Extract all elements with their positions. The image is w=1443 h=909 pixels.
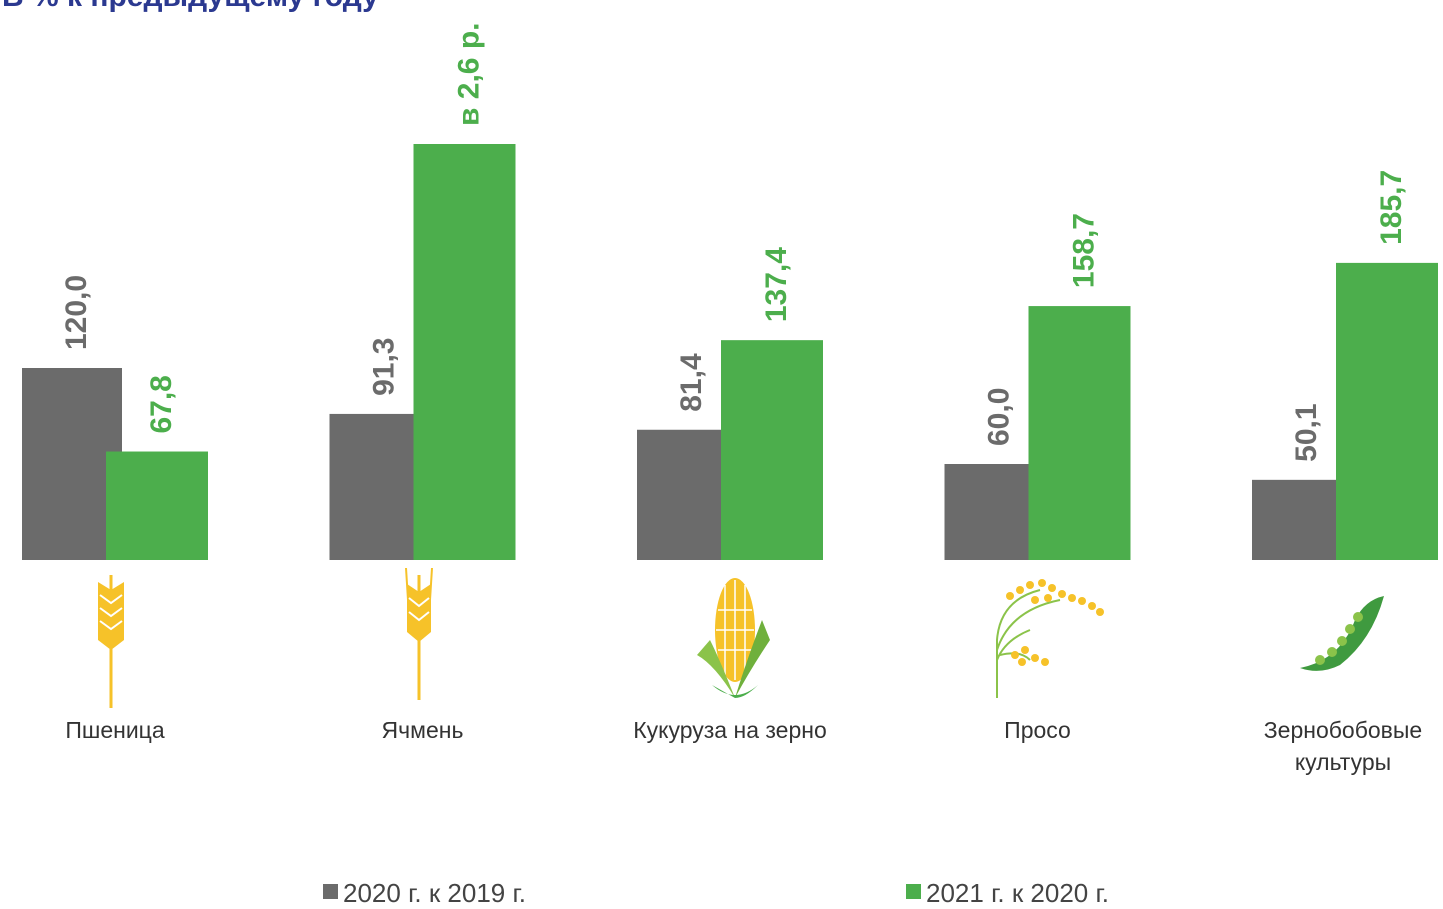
legend-label: 2020 г. к 2019 г. <box>343 878 526 908</box>
wheat-icon <box>98 575 124 708</box>
bar <box>106 451 208 560</box>
pea-icon <box>1300 596 1384 671</box>
data-label: 81,4 <box>675 353 708 412</box>
bar <box>1336 262 1438 560</box>
icons <box>98 567 1384 708</box>
bar <box>22 368 122 560</box>
bar <box>1252 479 1352 560</box>
data-label: 60,0 <box>983 388 1016 446</box>
x-tick-label: Ячмень <box>382 717 464 743</box>
x-tick-label: Зернобобовые культуры <box>1264 717 1422 775</box>
bar <box>329 413 430 560</box>
x-tick-label: Пшеница <box>65 717 164 743</box>
bar <box>413 144 516 560</box>
data-label: в 2,6 р. <box>453 23 486 126</box>
x-tick-label: Просо <box>1004 717 1071 743</box>
data-label: 50,1 <box>1290 403 1323 461</box>
legend-label: 2021 г. к 2020 г. <box>926 878 1109 908</box>
bar <box>637 429 737 560</box>
corn-icon <box>697 578 770 698</box>
barley-icon <box>405 567 433 700</box>
data-label: 158,7 <box>1068 213 1101 288</box>
data-label: 91,3 <box>368 338 401 396</box>
data-label: 185,7 <box>1375 170 1408 245</box>
data-label: 67,8 <box>145 375 178 433</box>
bar <box>944 464 1045 560</box>
x-tick-label: Кукуруза на зерно <box>633 717 826 743</box>
legend-swatch <box>323 884 338 899</box>
chart-title: В % к предыдущему году <box>2 0 379 13</box>
millet-icon <box>996 579 1104 698</box>
data-label: 120,0 <box>60 275 93 350</box>
bar <box>1028 306 1131 560</box>
legend-swatch <box>906 884 921 899</box>
data-label: 137,4 <box>760 247 793 322</box>
bar <box>721 340 823 560</box>
